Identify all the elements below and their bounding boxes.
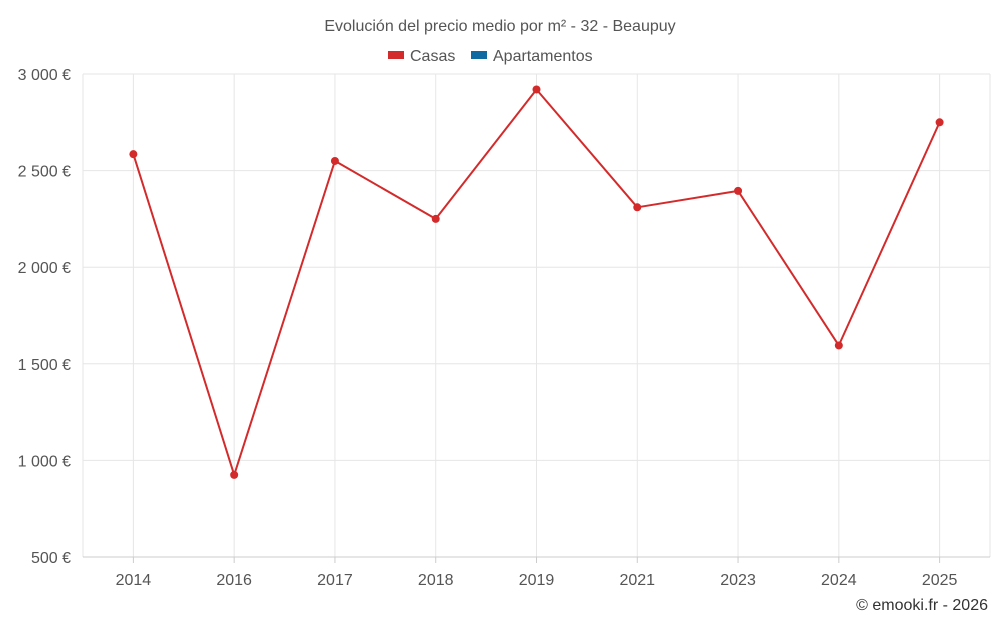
legend-label-casas: Casas [410, 48, 455, 65]
x-axis: 2014 2016 2017 2018 2019 2021 2023 2024 2025 [83, 556, 990, 589]
y-tick-label: 1 000 € [18, 453, 71, 470]
data-point-casas-2019[interactable] [532, 85, 541, 94]
x-tick-label: 2014 [116, 572, 152, 589]
data-point-casas-2018[interactable] [431, 214, 440, 223]
series-layer [129, 85, 944, 479]
y-tick-label: 2 000 € [18, 260, 71, 277]
y-tick-label: 500 € [31, 550, 71, 567]
legend: Casas Apartamentos [388, 48, 593, 65]
y-tick-label: 2 500 € [18, 164, 71, 181]
legend-swatch-casas [388, 51, 404, 59]
x-tick-label: 2016 [216, 572, 252, 589]
legend-swatch-apartamentos [471, 51, 487, 59]
y-tick-label: 1 500 € [18, 357, 71, 374]
data-point-casas-2024[interactable] [834, 341, 843, 350]
x-tick-label: 2021 [619, 572, 655, 589]
x-tick-label: 2019 [519, 572, 555, 589]
legend-label-apartamentos: Apartamentos [493, 48, 593, 65]
data-point-casas-2016[interactable] [230, 470, 239, 479]
data-point-casas-2023[interactable] [734, 186, 743, 195]
x-tick-label: 2017 [317, 572, 353, 589]
data-point-casas-2021[interactable] [633, 203, 642, 212]
y-axis: 500 € 1 000 € 1 500 € 2 000 € 2 500 € 3 000 € [18, 67, 84, 567]
data-point-casas-2017[interactable] [330, 156, 339, 165]
data-point-casas-2025[interactable] [935, 118, 944, 127]
data-point-casas-2014[interactable] [129, 150, 138, 159]
chart-title: Evolución del precio medio por m² - 32 -… [324, 18, 675, 35]
grid-lines [83, 73, 991, 557]
x-tick-label: 2024 [821, 572, 857, 589]
x-tick-label: 2018 [418, 572, 454, 589]
credit-text: © emooki.fr - 2026 [856, 597, 988, 614]
x-tick-label: 2025 [922, 572, 958, 589]
legend-item-casas[interactable]: Casas [388, 48, 455, 65]
x-tick-label: 2023 [720, 572, 756, 589]
y-tick-label: 3 000 € [18, 67, 71, 84]
legend-item-apartamentos[interactable]: Apartamentos [471, 48, 593, 65]
